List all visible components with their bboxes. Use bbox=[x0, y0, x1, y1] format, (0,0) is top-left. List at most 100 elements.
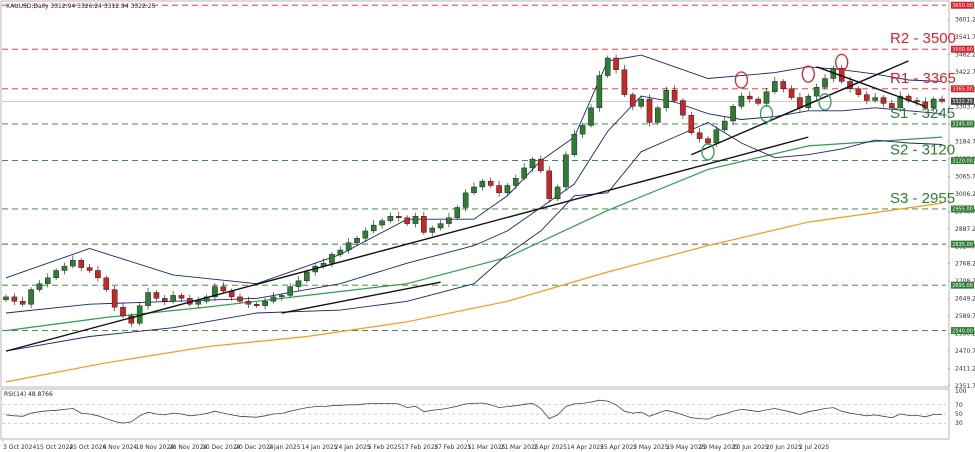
candle-0 bbox=[3, 296, 9, 301]
moving-averages-layer bbox=[5, 136, 943, 383]
marker-circle-4 bbox=[759, 105, 774, 123]
y-tick-16: 3303.75 bbox=[955, 104, 975, 111]
candle-83 bbox=[696, 132, 703, 139]
candle-75 bbox=[629, 94, 636, 107]
level-label-5: S3 - 2955 bbox=[890, 190, 955, 207]
x-tick-7: 20 Dec 2024 bbox=[235, 444, 274, 451]
candle-98 bbox=[822, 78, 828, 88]
candle-33 bbox=[278, 295, 285, 298]
level-label-1: R2 - 3500 bbox=[890, 30, 956, 47]
trendline-0 bbox=[5, 136, 809, 352]
candle-13 bbox=[111, 289, 118, 308]
candle-10 bbox=[86, 267, 93, 271]
candle-24 bbox=[203, 296, 210, 302]
candle-51 bbox=[429, 227, 436, 233]
candle-21 bbox=[178, 295, 185, 299]
candle-31 bbox=[262, 301, 268, 306]
x-tick-11: 5 Feb 2025 bbox=[368, 444, 402, 451]
candle-89 bbox=[746, 95, 753, 100]
level-label-2: R1 - 3365 bbox=[890, 70, 956, 87]
level-tag-bg-8 bbox=[951, 327, 974, 335]
candle-45 bbox=[379, 220, 385, 226]
x-tick-6: 10 Dec 2024 bbox=[202, 444, 241, 451]
candle-93 bbox=[780, 81, 787, 89]
candle-88 bbox=[738, 95, 745, 107]
x-tick-3: 6 Nov 2024 bbox=[103, 444, 138, 451]
y-tick-11: 3006.25 bbox=[955, 191, 975, 198]
marker-circle-2 bbox=[835, 53, 849, 72]
candle-7 bbox=[61, 265, 68, 271]
y-tick-9: 2887.25 bbox=[955, 226, 975, 233]
level-label-0: R3 - 3650 bbox=[890, 0, 956, 3]
x-tick-2: 25 Oct 2024 bbox=[69, 444, 106, 451]
x-tick-8: 2 Jan 2025 bbox=[268, 444, 300, 451]
candle-67 bbox=[563, 154, 569, 188]
candle-107 bbox=[897, 95, 904, 109]
rsi-tick-0: 30 bbox=[955, 420, 963, 427]
level-tag-7: 2695.00 bbox=[952, 283, 973, 289]
candle-25 bbox=[212, 286, 218, 298]
candle-103 bbox=[863, 94, 870, 101]
candle-28 bbox=[237, 296, 243, 302]
level-tag-bg-1 bbox=[951, 45, 974, 53]
candle-84 bbox=[705, 138, 711, 144]
candle-112 bbox=[939, 98, 945, 102]
x-tick-1: 15 Oct 2024 bbox=[36, 444, 73, 451]
candle-64 bbox=[538, 158, 544, 172]
x-tick-24: 2 Jul 2025 bbox=[799, 444, 829, 451]
symbol-header: XAUUSD,Daily 3312.94 3326.24 3312.94 332… bbox=[6, 3, 156, 10]
series-ma_long-1 bbox=[5, 202, 943, 383]
candle-49 bbox=[412, 216, 419, 224]
candle-81 bbox=[680, 100, 686, 116]
candle-63 bbox=[529, 158, 536, 169]
candle-50 bbox=[421, 216, 427, 233]
candle-82 bbox=[688, 114, 695, 133]
y-tick-21: 3601.25 bbox=[955, 17, 975, 24]
x-tick-19: 7 May 2025 bbox=[633, 444, 668, 451]
level-tag-1: 3500.00 bbox=[952, 47, 973, 53]
candle-92 bbox=[772, 81, 778, 92]
x-tick-17: 14 Apr 2025 bbox=[567, 444, 604, 451]
y-tick-19: 3482.25 bbox=[955, 51, 975, 58]
candle-96 bbox=[805, 95, 812, 109]
candle-34 bbox=[287, 286, 293, 296]
candle-72 bbox=[604, 57, 611, 76]
candle-56 bbox=[471, 186, 477, 194]
y-tick-1: 2411.25 bbox=[955, 365, 975, 372]
candles-layer bbox=[3, 54, 945, 328]
level-tag-bg-7 bbox=[951, 281, 974, 289]
x-tick-21: 29 May 2025 bbox=[700, 444, 739, 451]
x-tick-20: 19 May 2025 bbox=[666, 444, 705, 451]
x-tick-9: 14 Jan 2025 bbox=[302, 444, 338, 451]
candle-91 bbox=[763, 91, 770, 104]
x-tick-14: 11 Mar 2025 bbox=[467, 444, 505, 451]
candle-69 bbox=[579, 125, 586, 135]
candle-11 bbox=[95, 270, 101, 279]
rsi-tick-2: 70 bbox=[955, 402, 963, 409]
marker-circle-0 bbox=[734, 71, 749, 89]
candle-20 bbox=[170, 295, 176, 302]
candle-46 bbox=[387, 216, 394, 221]
candle-9 bbox=[78, 260, 85, 268]
level-tag-3: 3245.00 bbox=[952, 122, 973, 128]
candle-6 bbox=[53, 270, 59, 279]
candle-40 bbox=[337, 249, 344, 255]
level-tag-bg-4 bbox=[951, 157, 974, 165]
candle-62 bbox=[521, 167, 527, 179]
candle-18 bbox=[153, 292, 160, 299]
candle-57 bbox=[479, 180, 486, 188]
level-tag-bg-5 bbox=[951, 205, 974, 213]
rsi-tick-3: 100 bbox=[955, 388, 967, 395]
marker-circle-3 bbox=[701, 143, 715, 161]
candle-68 bbox=[571, 134, 578, 155]
candle-97 bbox=[813, 87, 820, 97]
level-tag-bg-2 bbox=[951, 85, 974, 93]
level-tag-6: 2835.00 bbox=[952, 242, 973, 248]
trendline-2 bbox=[691, 60, 909, 156]
candle-94 bbox=[788, 88, 795, 98]
candle-19 bbox=[161, 298, 168, 302]
candle-41 bbox=[345, 242, 352, 251]
y-tick-2: 2470.75 bbox=[955, 348, 975, 355]
